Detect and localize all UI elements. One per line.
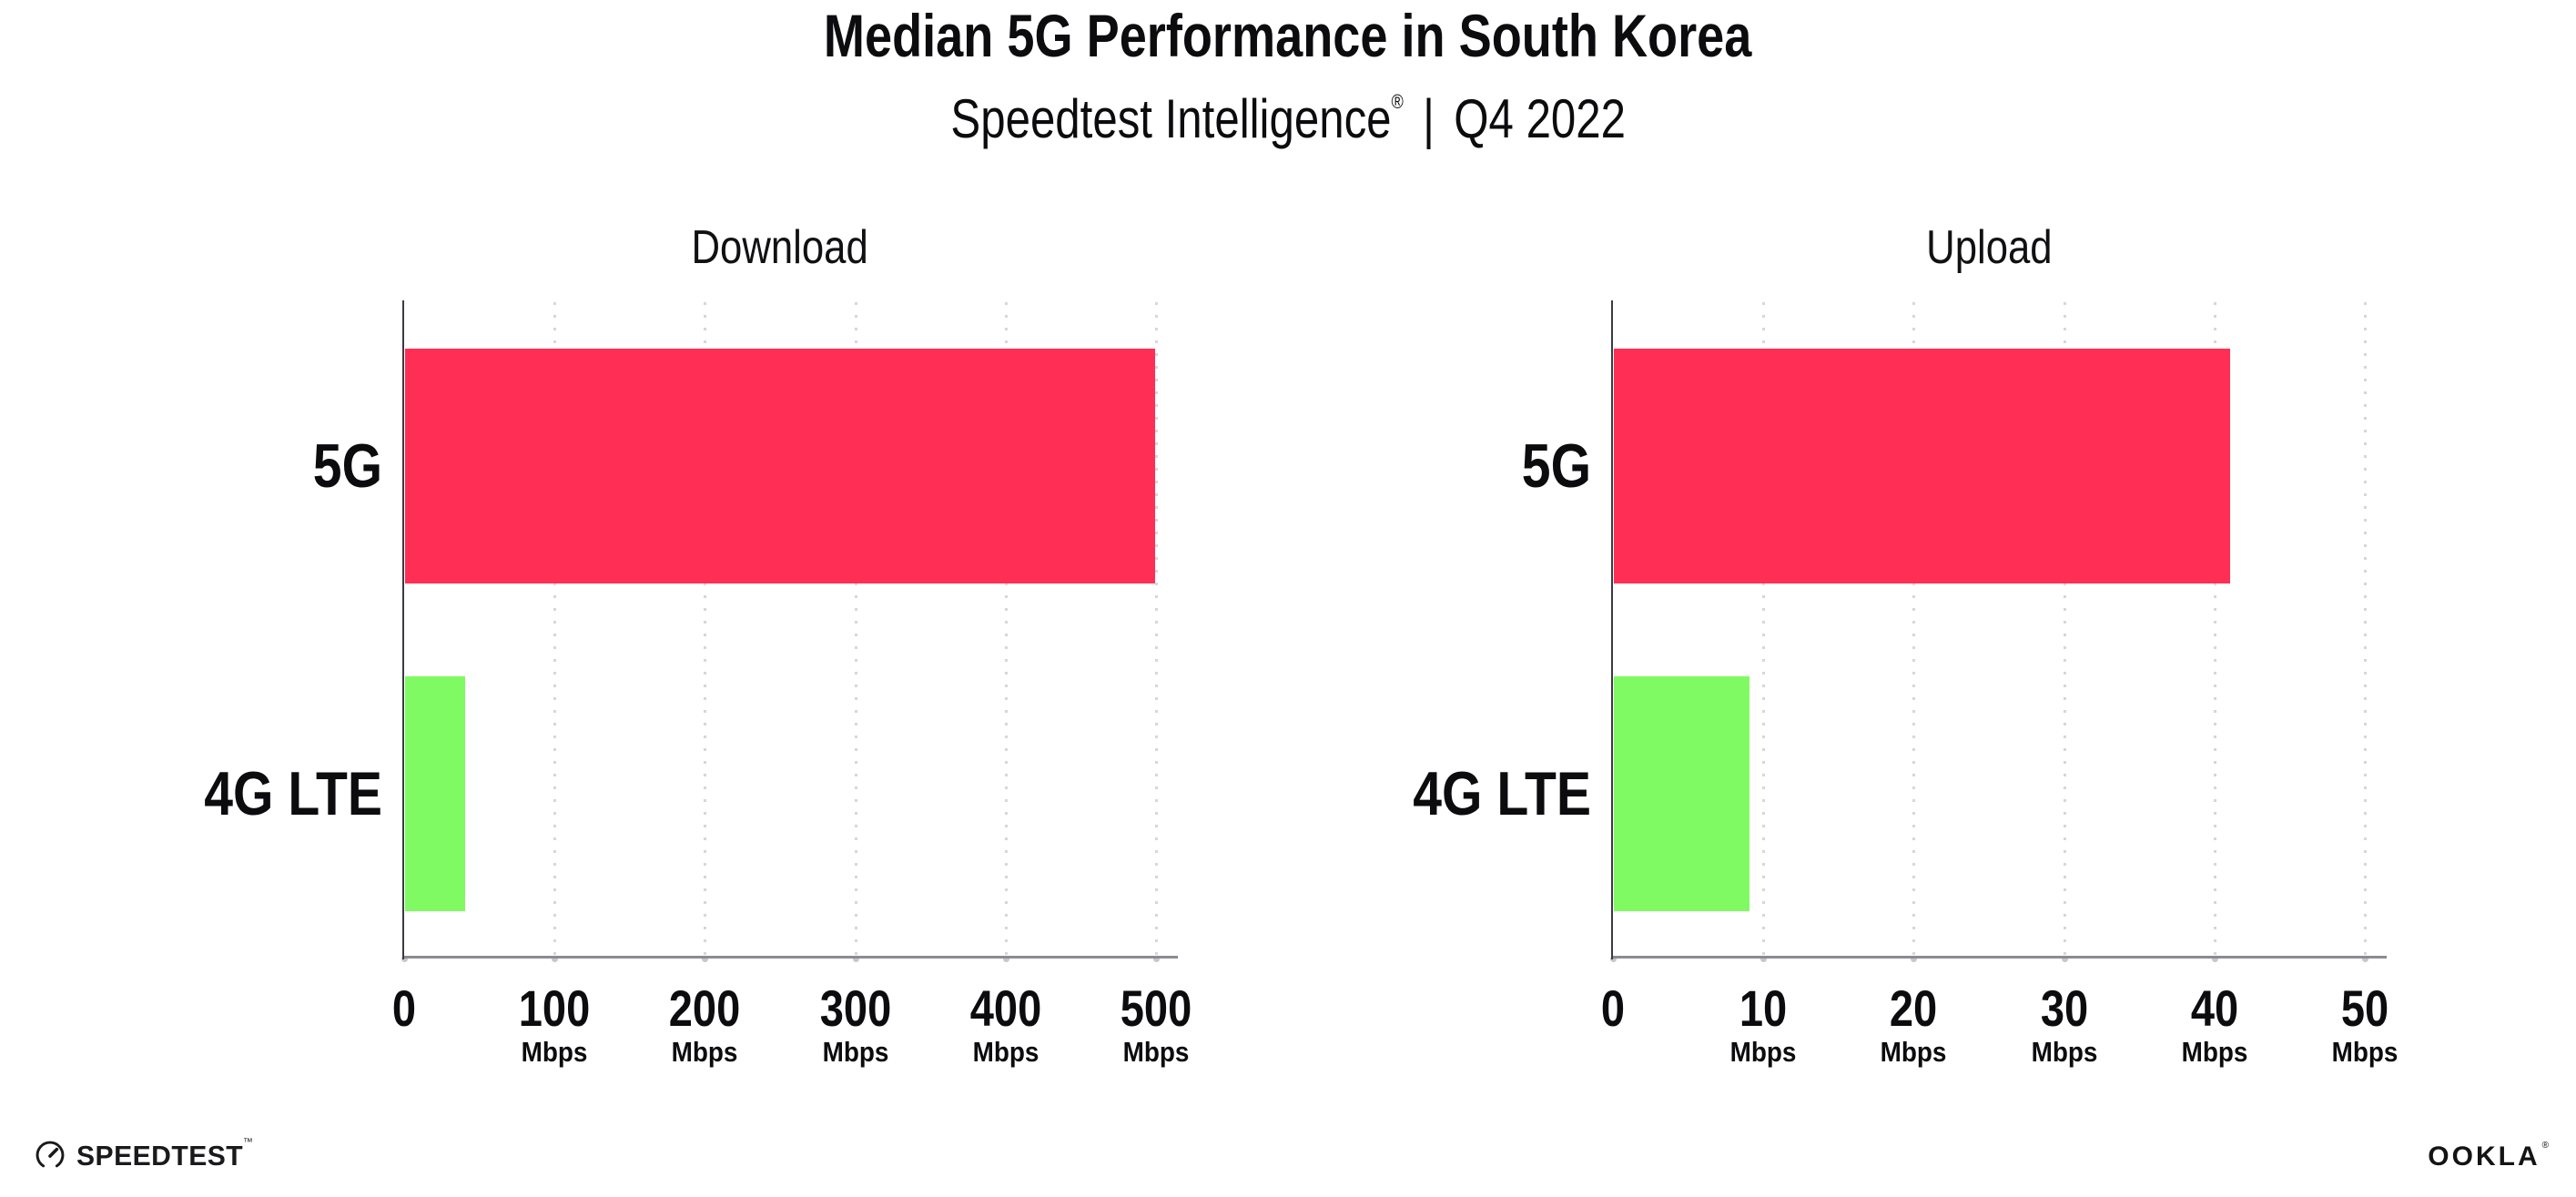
gridline-300 [854, 302, 857, 958]
x-tick-unit-30: Mbps [2031, 1036, 2098, 1068]
registered-mark-icon: ® [1391, 90, 1404, 113]
ookla-label: OOKLA [2428, 1141, 2541, 1172]
y-axis-line [1611, 300, 1613, 959]
axis-tick-dot-200 [702, 956, 709, 962]
x-tick-label-100: 100 [518, 979, 591, 1037]
ookla-logo: OOKLA ® [2428, 1141, 2549, 1172]
speedtest-wordmark: SPEEDTEST™ [76, 1136, 259, 1172]
bar-5g [405, 349, 1155, 583]
axis-tick-dot-500 [1153, 956, 1160, 962]
gridline-40 [2213, 302, 2216, 958]
axis-tick-dot-300 [852, 956, 859, 962]
y-axis-line [402, 300, 404, 959]
x-tick-label-200: 200 [669, 979, 741, 1037]
bar-5g [1614, 349, 2230, 583]
ookla-registered-icon: ® [2541, 1141, 2549, 1151]
category-label-4g-lte: 4G LTE [204, 759, 382, 828]
x-tick-label-20: 20 [1890, 979, 1938, 1037]
axis-tick-dot-10 [1760, 956, 1768, 962]
category-label-4g-lte: 4G LTE [1413, 759, 1591, 828]
x-tick-unit-200: Mbps [671, 1036, 738, 1068]
x-axis-line [1613, 956, 2387, 959]
speedtest-gauge-icon [35, 1141, 65, 1168]
speedtest-logo: SPEEDTEST™ [33, 1136, 259, 1172]
subtitle-period: Q4 2022 [1454, 88, 1626, 149]
x-tick-label-0: 0 [1600, 979, 1626, 1037]
download-chart-title: Download [404, 224, 1156, 271]
bar-4g-lte [1614, 676, 1749, 911]
x-tick-label-400: 400 [969, 979, 1042, 1037]
x-tick-unit-400: Mbps [972, 1036, 1040, 1068]
gridline-30 [2063, 302, 2066, 958]
subtitle-separator: | [1422, 88, 1435, 149]
x-tick-label-0: 0 [391, 979, 417, 1037]
x-tick-label-30: 30 [2040, 979, 2088, 1037]
axis-tick-dot-50 [2362, 956, 2368, 962]
axis-tick-dot-30 [2061, 956, 2068, 962]
x-tick-unit-50: Mbps [2331, 1036, 2399, 1068]
x-tick-label-50: 50 [2340, 979, 2389, 1037]
category-label-5g: 5G [312, 431, 382, 501]
bar-4g-lte [405, 676, 465, 911]
download-chart-title-text: Download [691, 221, 869, 274]
x-axis-line [404, 956, 1178, 959]
category-label-5g: 5G [1521, 431, 1591, 501]
x-tick-unit-10: Mbps [1729, 1036, 1797, 1068]
x-tick-unit-300: Mbps [822, 1036, 889, 1068]
gridline-500 [1155, 302, 1158, 958]
gridline-100 [553, 302, 557, 958]
axis-tick-dot-400 [1002, 956, 1009, 962]
x-tick-label-500: 500 [1120, 979, 1192, 1037]
trademark-icon: ™ [243, 1136, 254, 1148]
gridline-20 [1912, 302, 1916, 958]
gridline-50 [2364, 302, 2367, 958]
axis-tick-dot-0 [1610, 956, 1617, 962]
page-title-text: Median 5G Performance in South Korea [824, 2, 1752, 69]
upload-chart-title-text: Upload [1925, 221, 2053, 274]
speedtest-label: SPEEDTEST™ [76, 1136, 254, 1172]
gridline-10 [1762, 302, 1766, 958]
axis-tick-dot-100 [552, 956, 559, 962]
gridline-400 [1004, 302, 1008, 958]
x-tick-label-300: 300 [819, 979, 891, 1037]
page-subtitle-text: Speedtest Intelligence® | Q4 2022 [950, 89, 1626, 149]
gridline-200 [704, 302, 707, 958]
x-tick-label-10: 10 [1739, 979, 1788, 1037]
axis-tick-dot-40 [2211, 956, 2218, 962]
axis-tick-dot-20 [1911, 956, 1918, 962]
page-title: Median 5G Performance in South Korea [0, 2, 2576, 69]
axis-tick-dot-0 [401, 956, 408, 962]
x-tick-unit-20: Mbps [1880, 1036, 1947, 1068]
page-subtitle: Speedtest Intelligence® | Q4 2022 [0, 89, 2576, 149]
subtitle-brand: Speedtest Intelligence [950, 88, 1392, 149]
x-tick-label-40: 40 [2190, 979, 2238, 1037]
upload-chart-title: Upload [1613, 224, 2365, 271]
x-tick-unit-500: Mbps [1122, 1036, 1190, 1068]
x-tick-unit-100: Mbps [521, 1036, 588, 1068]
x-tick-unit-40: Mbps [2181, 1036, 2248, 1068]
